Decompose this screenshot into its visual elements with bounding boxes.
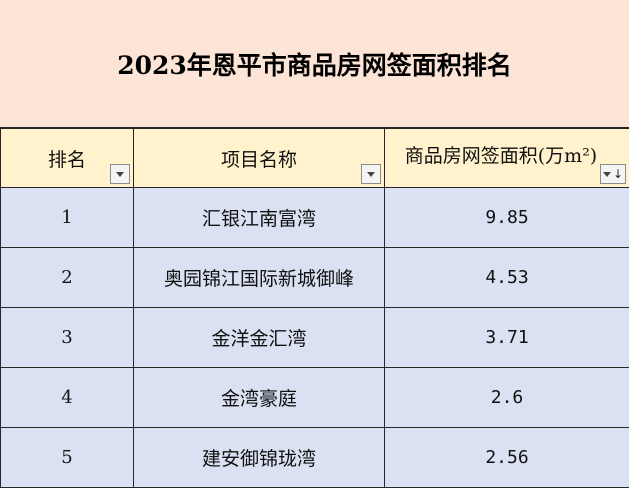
table-title[interactable]: 2023年恩平市商品房网签面积排名 — [0, 0, 629, 128]
header-rank[interactable]: 排名 — [0, 128, 134, 188]
sort-descending-icon: ↓ — [612, 167, 624, 181]
project-cell[interactable]: 金洋金汇湾 — [133, 307, 385, 368]
header-project-label: 项目名称 — [220, 148, 297, 171]
area-cell[interactable]: 3.71 — [384, 307, 629, 368]
table-row: 2 奥园锦江国际新城御峰 4.53 — [0, 247, 629, 308]
table-row: 1 汇银江南富湾 9.85 — [0, 187, 629, 248]
project-cell[interactable]: 建安御锦珑湾 — [133, 427, 385, 488]
rank-cell[interactable]: 3 — [0, 307, 134, 368]
area-cell[interactable]: 2.6 — [384, 367, 629, 428]
header-project[interactable]: 项目名称 — [133, 128, 385, 188]
header-area[interactable]: 商品房网签面积(万m²) ↓ — [384, 128, 629, 188]
header-area-label: 商品房网签面积(万m²) — [404, 144, 598, 167]
rank-cell[interactable]: 4 — [0, 367, 134, 428]
rank-cell[interactable]: 1 — [0, 187, 134, 248]
area-sort-filter-button[interactable]: ↓ — [600, 164, 626, 184]
rank-cell[interactable]: 2 — [0, 247, 134, 308]
area-cell[interactable]: 4.53 — [384, 247, 629, 308]
filter-dropdown-icon — [602, 171, 611, 177]
filter-dropdown-icon — [367, 171, 375, 177]
area-cell[interactable]: 9.85 — [384, 187, 629, 248]
rank-filter-button[interactable] — [110, 164, 130, 184]
project-cell[interactable]: 奥园锦江国际新城御峰 — [133, 247, 385, 308]
table-row: 3 金洋金汇湾 3.71 — [0, 307, 629, 368]
ranking-table: 排名 项目名称 商品房网签面积(万m²) ↓ — [0, 128, 629, 488]
table-row: 5 建安御锦珑湾 2.56 — [0, 427, 629, 488]
table-row: 4 金湾豪庭 2.6 — [0, 367, 629, 428]
project-filter-button[interactable] — [361, 164, 381, 184]
rank-cell[interactable]: 5 — [0, 427, 134, 488]
area-cell[interactable]: 2.56 — [384, 427, 629, 488]
project-cell[interactable]: 汇银江南富湾 — [133, 187, 385, 248]
filter-dropdown-icon — [116, 171, 124, 177]
project-cell[interactable]: 金湾豪庭 — [133, 367, 385, 428]
header-rank-label: 排名 — [47, 148, 86, 171]
header-row: 排名 项目名称 商品房网签面积(万m²) ↓ — [0, 128, 629, 188]
